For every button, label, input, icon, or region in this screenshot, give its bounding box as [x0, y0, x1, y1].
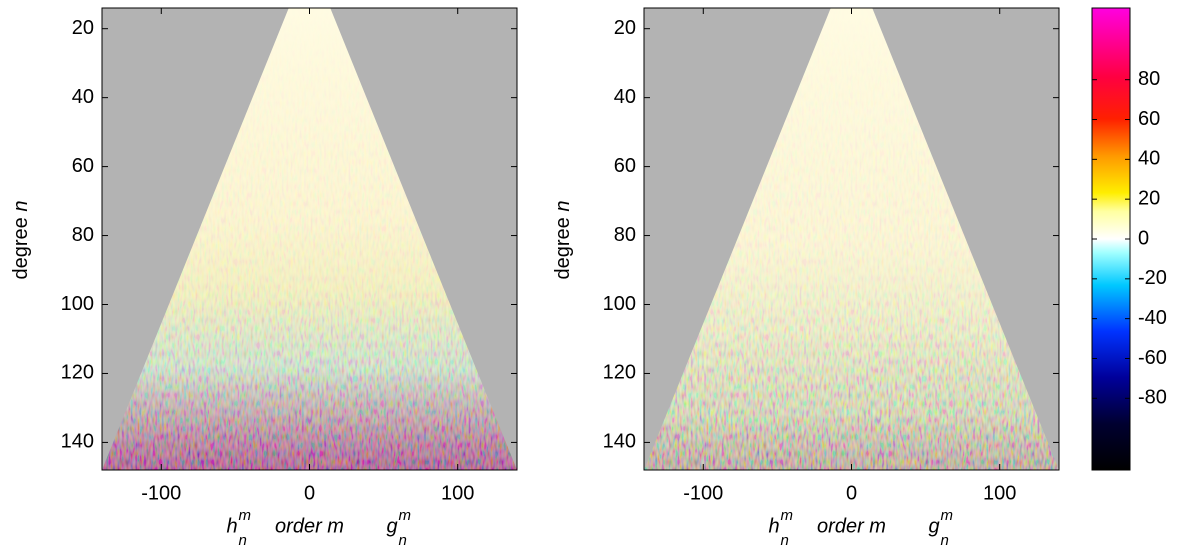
x-tick-label: -100	[141, 482, 181, 504]
x-tick-label: 0	[846, 482, 857, 504]
colorbar-tick-label: 20	[1138, 187, 1160, 209]
x-label-symbol: g	[387, 515, 398, 537]
x-label-sup: m	[941, 507, 954, 524]
x-axis-label: order m	[817, 515, 886, 537]
y-axis-label: degree n	[552, 201, 574, 280]
x-label-sub: n	[781, 532, 789, 549]
x-label-sup: m	[239, 507, 252, 524]
y-tick-label: 80	[614, 224, 636, 246]
y-tick-label: 20	[72, 17, 94, 39]
x-label-sub: n	[239, 532, 247, 549]
y-tick-label: 100	[603, 293, 636, 315]
y-axis-label: degree n	[10, 201, 32, 280]
colorbar-tick-label: -40	[1138, 307, 1167, 329]
x-label-symbol: h	[227, 515, 238, 537]
x-label-symbol: g	[929, 515, 940, 537]
y-tick-label: 140	[603, 431, 636, 453]
y-tick-label: 20	[614, 17, 636, 39]
y-label-text: degree	[10, 217, 32, 279]
colorbar-tick-label: 0	[1138, 227, 1149, 249]
x-label-sub: n	[399, 532, 407, 549]
y-tick-label: 40	[72, 86, 94, 108]
y-tick-label: 120	[603, 362, 636, 384]
x-axis-label: order m	[275, 515, 344, 537]
x-tick-label: 100	[983, 482, 1016, 504]
y-tick-label: 120	[61, 362, 94, 384]
x-label-sub: n	[941, 532, 949, 549]
y-tick-label: 100	[61, 293, 94, 315]
x-label-sup: m	[399, 507, 412, 524]
colorbar-tick-label: -60	[1138, 347, 1167, 369]
y-tick-label: 40	[614, 86, 636, 108]
x-label-sup: m	[781, 507, 794, 524]
y-tick-label: 60	[614, 155, 636, 177]
colorbar	[1091, 7, 1131, 471]
colorbar-tick-label: 80	[1138, 68, 1160, 90]
x-tick-label: -100	[683, 482, 723, 504]
y-label-var: n	[10, 201, 32, 212]
colorbar-tick-label: -20	[1138, 267, 1167, 289]
colorbar-tick-label: 40	[1138, 148, 1160, 170]
colorbar-tick-label: 60	[1138, 108, 1160, 130]
x-label-symbol: h	[769, 515, 780, 537]
x-tick-label: 100	[441, 482, 474, 504]
y-tick-label: 140	[61, 431, 94, 453]
y-tick-label: 60	[72, 155, 94, 177]
x-tick-label: 0	[304, 482, 315, 504]
y-label-var: n	[552, 201, 574, 212]
y-label-text: degree	[552, 217, 574, 279]
y-tick-label: 80	[72, 224, 94, 246]
colorbar-tick-label: -80	[1138, 387, 1167, 409]
